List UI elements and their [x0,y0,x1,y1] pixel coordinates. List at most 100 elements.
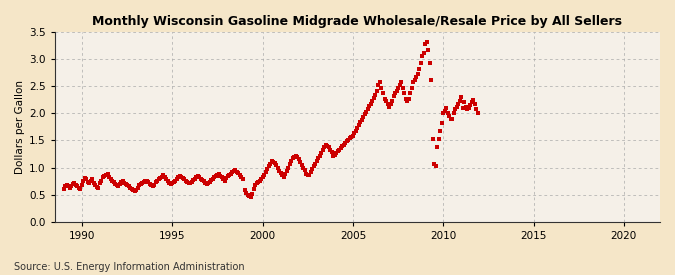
Point [182,180,192,184]
Point [151,180,161,184]
Point [155,176,165,181]
Point [131,188,142,192]
Point [128,188,138,192]
Point [126,187,137,191]
Point [205,179,215,184]
Point [142,180,153,184]
Point [362,107,373,111]
Point [416,54,427,59]
Point [144,182,155,186]
Point [74,185,84,190]
Point [319,145,329,150]
Point [268,159,279,164]
Point [105,177,116,182]
Point [433,137,444,142]
Point [385,102,396,106]
Point [311,159,322,163]
Point [246,191,257,196]
Point [69,180,80,185]
Point [344,136,355,141]
Point [90,183,101,187]
Point [148,183,159,187]
Point [415,61,426,66]
Point [333,149,344,153]
Point [259,172,269,177]
Point [349,131,360,136]
Point [277,172,288,177]
Point [248,187,259,191]
Point [256,177,267,182]
Point [257,175,268,180]
Point [358,115,369,119]
Point [325,147,335,152]
Point [432,145,443,150]
Point [375,80,385,85]
Point [271,163,281,167]
Point [338,142,349,147]
Point [376,86,387,90]
Point [176,175,187,179]
Point [107,178,117,183]
Point [458,106,468,110]
Point [329,153,340,157]
Point [198,179,209,183]
Point [221,176,232,181]
Point [262,167,273,171]
Point [361,109,372,114]
Point [346,134,357,139]
Point [331,151,342,155]
Point [192,174,203,178]
Point [322,144,333,148]
Point [369,96,379,100]
Point [396,80,406,85]
Point [111,183,122,188]
Point [302,173,313,177]
Point [196,177,207,181]
Point [138,179,149,184]
Point [310,161,321,166]
Point [381,99,392,104]
Point [180,178,191,183]
Point [418,50,429,55]
Point [406,86,417,90]
Point [61,183,72,187]
Point [343,138,354,142]
Point [229,169,240,174]
Point [162,179,173,183]
Point [453,102,464,106]
Point [232,170,242,174]
Point [235,173,246,177]
Point [81,177,92,182]
Point [134,183,144,188]
Point [164,180,175,185]
Point [305,170,316,174]
Point [299,168,310,172]
Point [438,111,449,116]
Point [173,175,184,180]
Point [59,186,70,191]
Point [278,175,289,179]
Point [72,184,83,189]
Point [439,108,450,113]
Point [213,172,224,176]
Point [400,97,411,101]
Point [66,184,77,189]
Point [122,183,132,187]
Point [441,106,452,110]
Point [472,111,483,116]
Point [321,142,331,147]
Point [76,183,87,187]
Point [200,180,211,185]
Point [307,167,318,171]
Point [436,121,447,125]
Point [323,145,334,150]
Point [377,91,388,95]
Point [430,164,441,169]
Point [421,40,432,44]
Point [296,163,307,167]
Point [245,195,256,199]
Title: Monthly Wisconsin Gasoline Midgrade Wholesale/Resale Price by All Sellers: Monthly Wisconsin Gasoline Midgrade Whol… [92,15,622,28]
Point [239,188,250,192]
Point [409,78,420,82]
Point [251,180,262,185]
